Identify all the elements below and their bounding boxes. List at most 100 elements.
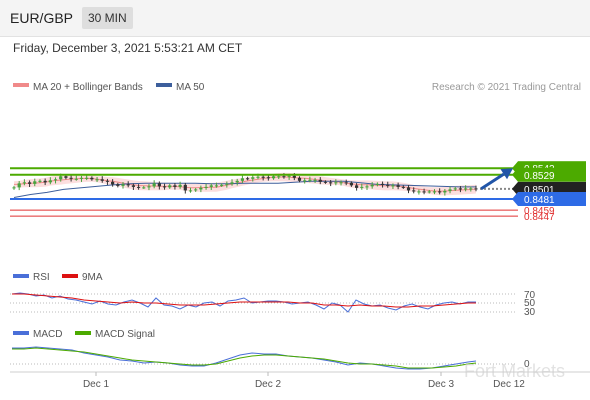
candle-body bbox=[235, 180, 239, 183]
rsi-ma-legend-label: 9MA bbox=[82, 272, 103, 283]
level-label-1: 0.8529 bbox=[524, 171, 555, 182]
candle-body bbox=[412, 190, 416, 192]
projection-arrow bbox=[480, 168, 513, 191]
timeframe-button[interactable]: 30 MIN bbox=[82, 7, 133, 29]
candle-body bbox=[271, 176, 276, 179]
candle-body bbox=[360, 186, 364, 188]
candle-body bbox=[277, 176, 281, 178]
candle-body bbox=[178, 184, 182, 187]
ma50-line bbox=[13, 180, 476, 198]
candle-body bbox=[105, 180, 110, 182]
candle-body bbox=[209, 185, 213, 187]
candle-body bbox=[313, 179, 317, 181]
candle-body bbox=[453, 188, 457, 190]
candle-body bbox=[308, 179, 312, 181]
macd-signal-legend-swatch bbox=[75, 331, 91, 335]
candle-body bbox=[380, 183, 385, 185]
candle-body bbox=[48, 180, 52, 183]
rsi-line bbox=[11, 292, 476, 313]
candle-body bbox=[111, 181, 115, 185]
candle-body bbox=[297, 177, 302, 181]
level-tag-bg-3 bbox=[518, 192, 586, 206]
level-label-2: 0.8501 bbox=[524, 185, 555, 196]
watermark: Fort Markets bbox=[464, 361, 565, 381]
candle-body bbox=[375, 183, 379, 185]
macd-panel: MACD MACD Signal 0 bbox=[10, 329, 530, 370]
projection-line bbox=[480, 172, 505, 191]
macd-signal-line bbox=[12, 347, 477, 369]
candle-body bbox=[355, 185, 359, 188]
symbol-label: EUR/GBP bbox=[10, 10, 74, 26]
macd-line bbox=[12, 346, 477, 370]
chart-datetime: Friday, December 3, 2021 5:53:21 AM CET bbox=[13, 41, 243, 55]
macd-legend-swatch bbox=[13, 331, 29, 335]
candle-body bbox=[427, 191, 431, 193]
rsi-ma-line bbox=[12, 293, 476, 308]
x-axis-labels: Dec 1 Dec 2 Dec 3 Dec 12 bbox=[83, 372, 525, 390]
projection-arrowhead bbox=[500, 168, 513, 180]
candle-body bbox=[474, 188, 478, 190]
level-tag-arrow-1 bbox=[512, 167, 518, 182]
level-label-3: 0.8481 bbox=[524, 195, 555, 206]
macd-legend-label: MACD bbox=[33, 329, 62, 340]
candle-body bbox=[220, 184, 224, 186]
candle-body bbox=[100, 179, 104, 181]
candle-body bbox=[318, 179, 322, 182]
candle-body bbox=[12, 187, 16, 189]
x-label-dec3: Dec 3 bbox=[428, 379, 455, 390]
candle-body bbox=[199, 187, 203, 190]
x-label-dec2: Dec 2 bbox=[255, 379, 282, 390]
candle-body bbox=[261, 176, 265, 178]
candle-body bbox=[142, 187, 146, 189]
level-tag-3: 0.8481 bbox=[512, 192, 586, 206]
candle-body bbox=[69, 177, 73, 179]
candle-body bbox=[64, 176, 68, 178]
level-tag-arrow-2 bbox=[512, 181, 518, 196]
candle-body bbox=[85, 177, 89, 179]
candle-body bbox=[17, 183, 21, 188]
candle-body bbox=[53, 179, 58, 181]
candle-body bbox=[349, 182, 354, 186]
legend-label-ma50: MA 50 bbox=[176, 82, 205, 93]
candle-body bbox=[292, 175, 296, 178]
rsi-label-50: 50 bbox=[524, 298, 536, 309]
rsi-panel: RSI 9MA 70 50 30 bbox=[10, 272, 536, 318]
level-label-5: 0.8447 bbox=[524, 212, 555, 223]
candle-body bbox=[370, 184, 374, 187]
candle-body bbox=[334, 182, 338, 184]
candle-body bbox=[168, 185, 172, 188]
candle-body bbox=[323, 181, 328, 183]
candle-body bbox=[303, 180, 307, 182]
candle-body bbox=[344, 182, 348, 184]
candle-body bbox=[90, 177, 94, 180]
candle-body bbox=[251, 177, 255, 179]
level-label-4: 0.8459 bbox=[524, 206, 555, 217]
candle-body bbox=[458, 188, 463, 190]
candle-body bbox=[22, 182, 26, 184]
candle-body bbox=[43, 180, 47, 183]
candle-body bbox=[396, 185, 400, 187]
bollinger-band bbox=[14, 172, 476, 196]
candle-body bbox=[79, 177, 84, 179]
candle-body bbox=[443, 190, 447, 193]
level-tag-arrow-3 bbox=[512, 192, 518, 206]
candle-body bbox=[194, 189, 198, 191]
candle-body bbox=[152, 183, 156, 187]
candle-body bbox=[365, 186, 369, 188]
rsi-label-70: 70 bbox=[524, 290, 536, 301]
candle-body bbox=[173, 185, 177, 187]
candle-body bbox=[329, 182, 333, 184]
chart-header: EUR/GBP 30 MIN bbox=[0, 0, 590, 37]
candle-body bbox=[131, 185, 135, 187]
candle-body bbox=[401, 186, 405, 188]
candle-body bbox=[230, 182, 234, 184]
rsi-ma-legend-swatch bbox=[62, 274, 78, 278]
level-tag-1: 0.8529 bbox=[512, 167, 586, 182]
candles bbox=[12, 173, 478, 196]
candle-body bbox=[121, 184, 125, 186]
candle-body bbox=[183, 184, 187, 191]
main-legend: MA 20 + Bollinger Bands MA 50 bbox=[13, 82, 205, 93]
candle-body bbox=[157, 183, 161, 187]
